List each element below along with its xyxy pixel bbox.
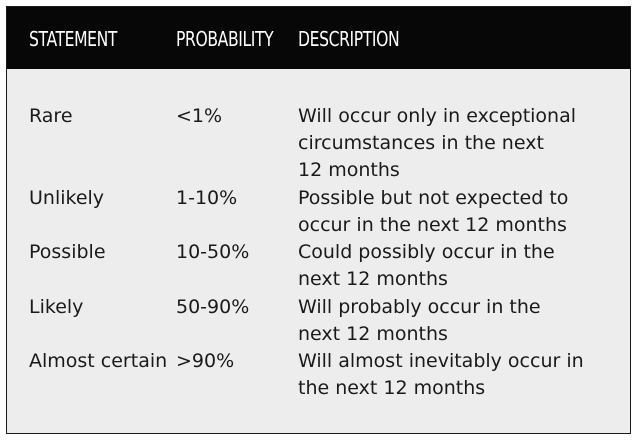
description-cell: Will probably occur in the next 12 month… — [298, 294, 598, 348]
header-probability: PROBABILITY — [176, 27, 274, 51]
probability-cell: 50-90% — [176, 296, 250, 318]
description-line: occur in the next 12 months — [298, 214, 567, 236]
probability-cell: 1-10% — [176, 187, 238, 209]
header-statement: STATEMENT — [29, 27, 118, 51]
statement-cell: Rare — [29, 105, 73, 127]
description-cell: Possible but not expected to occur in th… — [298, 185, 598, 239]
probability-cell: >90% — [176, 350, 235, 372]
description-line: circumstances in the next — [298, 132, 544, 154]
description-line: Will almost inevitably occur in — [298, 350, 584, 372]
statement-cell: Unlikely — [29, 187, 105, 209]
header-description: DESCRIPTION — [298, 27, 400, 51]
description-cell: Could possibly occur in the next 12 mont… — [298, 239, 598, 293]
description-line: Possible but not expected to — [298, 187, 569, 209]
statement-cell: Likely — [29, 296, 84, 318]
description-line: next 12 months — [298, 268, 448, 290]
description-line: 12 months — [298, 159, 400, 181]
description-line: the next 12 months — [298, 377, 486, 399]
probability-cell: 10-50% — [176, 241, 250, 263]
probability-table: STATEMENT PROBABILITY DESCRIPTION Rare <… — [6, 6, 631, 434]
description-line: next 12 months — [298, 323, 448, 345]
probability-cell: <1% — [176, 105, 223, 127]
description-line: Will probably occur in the — [298, 296, 541, 318]
description-line: Will occur only in exceptional — [298, 105, 577, 127]
table-header: STATEMENT PROBABILITY DESCRIPTION — [7, 7, 630, 69]
description-line: Could possibly occur in the — [298, 241, 555, 263]
description-cell: Will occur only in exceptional circumsta… — [298, 103, 598, 184]
statement-cell: Almost certain — [29, 350, 168, 372]
description-cell: Will almost inevitably occur in the next… — [298, 348, 598, 402]
statement-cell: Possible — [29, 241, 106, 263]
